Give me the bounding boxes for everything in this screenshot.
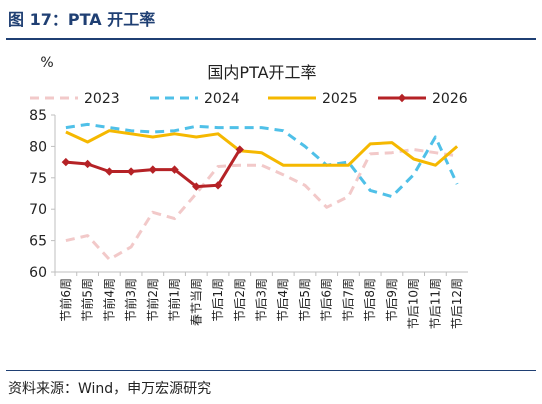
legend-marker-2026 (397, 93, 407, 103)
x-tick-label: 节后1周 (211, 278, 225, 322)
x-tick-label: 节后2周 (233, 278, 247, 322)
legend: 2023 2024 2025 2026 (30, 91, 468, 107)
x-tick-label: 节后3周 (255, 278, 269, 322)
legend-label-2026: 2026 (432, 91, 468, 107)
data-point-2026 (235, 145, 244, 154)
source-rule (6, 370, 536, 371)
data-point-2026 (170, 165, 179, 174)
y-tick-label: 60 (29, 265, 47, 281)
legend-label-2025: 2025 (322, 91, 358, 107)
data-point-2026 (61, 157, 71, 167)
series-line-2024 (65, 122, 459, 199)
data-point-2026 (83, 159, 92, 169)
line-chart: 国内PTA开工率 % 2023 2024 2025 2026 60 65 70 75 80 85… (29, 55, 468, 329)
x-tick-label: 节后5周 (298, 278, 312, 322)
x-tick-label: 节后8周 (363, 278, 377, 322)
x-tick-label: 节后7周 (341, 278, 355, 322)
data-point-2026 (148, 165, 158, 174)
data-point-2026 (105, 167, 114, 176)
chart-title: 国内PTA开工率 (207, 63, 316, 82)
x-tick-label: 节后4周 (276, 278, 290, 322)
x-tick-label: 节前2周 (145, 278, 160, 322)
x-tick-label: 节前4周 (101, 278, 116, 322)
y-tick-label: 75 (29, 171, 47, 187)
series-line-2023 (65, 148, 458, 261)
series-line-2025 (65, 129, 459, 167)
x-tick-label: 节前6周 (58, 278, 73, 322)
axes: 60 65 70 75 80 85 节前6周 节前5周 节前4周 节前3周 节前2周 节前1周 春节当周… (29, 108, 468, 329)
source-note: 资料来源：Wind，申万宏源研究 (8, 381, 212, 397)
x-tick-label: 节后9周 (385, 278, 399, 322)
x-tick-label: 节前3周 (123, 278, 138, 322)
y-axis-unit: % (40, 55, 53, 71)
data-point-2026 (192, 182, 201, 191)
y-tick-label: 70 (29, 202, 47, 218)
x-tick-label: 节前1周 (167, 278, 182, 322)
y-tick-label: 65 (29, 234, 47, 250)
x-tick-label: 节后10周 (407, 278, 421, 329)
y-tick-label: 80 (29, 139, 47, 155)
x-tick-label: 节后6周 (320, 278, 334, 322)
figure-title: 图 17：PTA 开工率 (8, 10, 156, 29)
x-tick-label: 节后11周 (428, 278, 442, 329)
data-point-2026 (126, 167, 136, 176)
y-tick-label: 85 (29, 108, 47, 124)
legend-label-2023: 2023 (84, 91, 120, 107)
data-point-2026 (213, 181, 223, 190)
plot-area (61, 122, 459, 261)
legend-label-2024: 2024 (204, 91, 240, 107)
x-tick-label: 节后12周 (450, 278, 464, 329)
x-tick-label: 节前5周 (80, 278, 95, 322)
x-tick-label: 春节当周 (189, 278, 203, 326)
title-rule (6, 38, 536, 40)
